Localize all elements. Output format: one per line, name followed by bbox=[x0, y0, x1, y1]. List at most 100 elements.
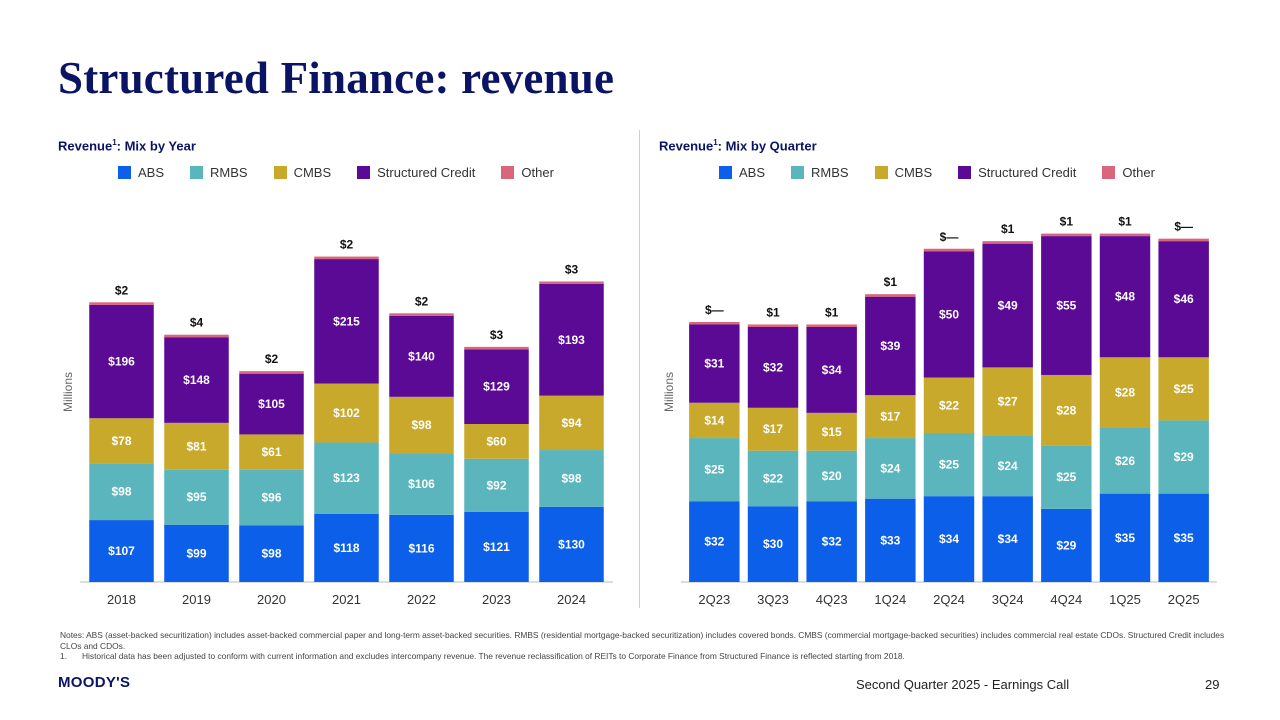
bar-cmbs-2q24 bbox=[923, 377, 975, 434]
bar-cmbs-1q25 bbox=[1099, 357, 1151, 428]
bar-abs-2023 bbox=[464, 511, 529, 582]
x-tick-3q23: 3Q23 bbox=[757, 592, 789, 607]
label-other-2020: $2 bbox=[265, 352, 279, 366]
moodys-logo: MOODY'S bbox=[58, 674, 131, 691]
bar-structured-credit-2q25 bbox=[1158, 241, 1209, 358]
bar-abs-2q23 bbox=[689, 501, 740, 582]
bar-rmbs-2020 bbox=[239, 469, 304, 526]
label-cmbs-3q23: $17 bbox=[763, 422, 783, 436]
label-cmbs-2q25: $25 bbox=[1174, 382, 1194, 396]
bar-structured-credit-2019 bbox=[164, 337, 229, 423]
chart-title-year: Revenue1: Mix by Year bbox=[58, 138, 196, 153]
bar-cmbs-4q23 bbox=[806, 412, 857, 451]
label-structured-credit-2022: $140 bbox=[408, 349, 435, 363]
bar-other-2023 bbox=[464, 346, 529, 350]
bar-rmbs-2024 bbox=[539, 450, 604, 507]
legend-label-rmbs: RMBS bbox=[811, 165, 849, 180]
legend-swatch-rmbs bbox=[791, 166, 805, 179]
y-axis-title: Millions bbox=[61, 372, 75, 412]
legend-item-abs: ABS bbox=[719, 165, 765, 180]
bar-other-2022 bbox=[389, 313, 454, 316]
page-title: Structured Finance: revenue bbox=[58, 53, 615, 103]
legend-swatch-cmbs bbox=[874, 166, 888, 179]
bar-other-2q25 bbox=[1158, 238, 1209, 242]
label-other-2021: $2 bbox=[340, 238, 354, 252]
y-axis-title: Millions bbox=[662, 372, 676, 412]
page-number: 29 bbox=[1205, 677, 1220, 692]
legend-label-rmbs: RMBS bbox=[210, 165, 248, 180]
bar-cmbs-3q23 bbox=[747, 407, 799, 451]
legend-swatch-other bbox=[501, 166, 515, 179]
bar-abs-2019 bbox=[164, 524, 229, 582]
bar-other-4q23 bbox=[806, 324, 857, 327]
label-cmbs-4q23: $15 bbox=[822, 425, 842, 439]
label-cmbs-2022: $98 bbox=[411, 418, 431, 432]
label-rmbs-3q23: $22 bbox=[763, 471, 783, 485]
legend-swatch-cmbs bbox=[273, 166, 287, 179]
legend-quarter: ABS RMBS CMBS Structured Credit Other bbox=[719, 165, 1181, 180]
label-cmbs-1q25: $28 bbox=[1115, 386, 1135, 400]
bar-structured-credit-2021 bbox=[314, 259, 379, 384]
legend-swatch-other bbox=[1102, 166, 1116, 179]
bar-rmbs-2018 bbox=[89, 463, 154, 521]
legend-item-structured-credit: Structured Credit bbox=[958, 165, 1076, 180]
chart-title-year-suffix: : Mix by Year bbox=[116, 138, 196, 154]
label-abs-2024: $130 bbox=[558, 537, 585, 551]
label-abs-3q24: $34 bbox=[998, 532, 1018, 546]
bar-rmbs-2021 bbox=[314, 442, 379, 514]
label-rmbs-4q24: $25 bbox=[1056, 470, 1076, 484]
legend-swatch-abs bbox=[719, 166, 732, 179]
x-tick-2q23: 2Q23 bbox=[698, 592, 730, 607]
bar-other-1q24 bbox=[865, 294, 916, 297]
label-other-2q25: $— bbox=[1174, 220, 1193, 234]
label-other-2q23: $— bbox=[705, 303, 724, 317]
legend-item-cmbs: CMBS bbox=[273, 165, 331, 180]
x-tick-2019: 2019 bbox=[182, 592, 211, 607]
footnote-text: Historical data has been adjusted to con… bbox=[82, 651, 905, 662]
bar-structured-credit-2022 bbox=[389, 315, 454, 397]
footnote-number: 1. bbox=[60, 651, 67, 662]
bar-other-3q23 bbox=[747, 324, 799, 327]
legend-year: ABS RMBS CMBS Structured Credit Other bbox=[118, 165, 580, 180]
label-abs-4q24: $29 bbox=[1056, 538, 1076, 552]
label-structured-credit-2q23: $31 bbox=[704, 357, 724, 371]
bar-rmbs-2023 bbox=[464, 458, 529, 512]
x-tick-2q25: 2Q25 bbox=[1168, 592, 1200, 607]
label-cmbs-3q24: $27 bbox=[998, 394, 1018, 408]
label-rmbs-2019: $95 bbox=[186, 490, 206, 504]
bar-abs-1q25 bbox=[1099, 493, 1151, 582]
label-rmbs-2020: $96 bbox=[261, 491, 281, 505]
bar-other-2021 bbox=[314, 256, 379, 260]
label-structured-credit-2021: $215 bbox=[333, 314, 360, 328]
notes-main: Notes: ABS (asset-backed securitization)… bbox=[60, 630, 1225, 651]
x-tick-2023: 2023 bbox=[482, 592, 511, 607]
bar-cmbs-2021 bbox=[314, 383, 379, 443]
bar-other-2024 bbox=[539, 281, 604, 284]
label-other-2024: $3 bbox=[565, 262, 579, 276]
bar-cmbs-3q24 bbox=[982, 367, 1033, 436]
legend-item-rmbs: RMBS bbox=[190, 165, 248, 180]
bar-abs-4q23 bbox=[806, 501, 857, 582]
x-tick-2022: 2022 bbox=[407, 592, 436, 607]
bar-rmbs-2019 bbox=[164, 469, 229, 525]
legend-label-structured-credit: Structured Credit bbox=[978, 165, 1077, 180]
label-structured-credit-1q24: $39 bbox=[880, 339, 900, 353]
label-abs-4q23: $32 bbox=[822, 535, 842, 549]
x-tick-2021: 2021 bbox=[332, 592, 361, 607]
legend-swatch-structured-credit bbox=[958, 166, 972, 179]
chart-title-quarter: Revenue1: Mix by Quarter bbox=[659, 138, 817, 153]
label-structured-credit-2018: $196 bbox=[108, 355, 135, 369]
label-cmbs-2q23: $14 bbox=[704, 413, 724, 427]
bar-structured-credit-2024 bbox=[539, 283, 604, 396]
label-abs-2019: $99 bbox=[186, 546, 206, 560]
legend-label-other: Other bbox=[1122, 165, 1155, 180]
bar-structured-credit-2q24 bbox=[923, 251, 975, 378]
bar-other-1q25 bbox=[1099, 233, 1151, 237]
bar-structured-credit-1q25 bbox=[1099, 236, 1151, 358]
bar-abs-2020 bbox=[239, 525, 304, 582]
bar-cmbs-2022 bbox=[389, 396, 454, 454]
label-cmbs-2021: $102 bbox=[333, 406, 360, 420]
legend-swatch-structured-credit bbox=[357, 166, 371, 179]
chart-title-quarter-main: Revenue bbox=[659, 138, 714, 154]
bar-structured-credit-2020 bbox=[239, 373, 304, 435]
